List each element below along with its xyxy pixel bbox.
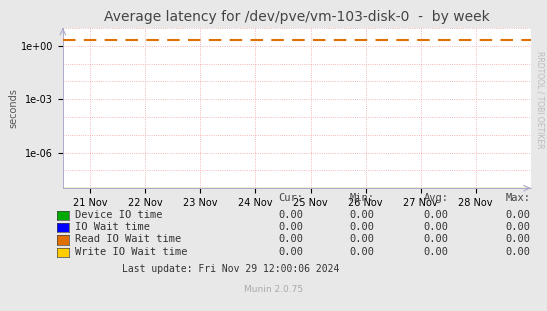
Text: RRDTOOL / TOBI OETIKER: RRDTOOL / TOBI OETIKER	[536, 51, 544, 148]
Text: 0.00: 0.00	[505, 222, 531, 232]
Text: 0.00: 0.00	[505, 247, 531, 257]
Text: IO Wait time: IO Wait time	[75, 222, 150, 232]
Text: Read IO Wait time: Read IO Wait time	[75, 234, 182, 244]
Text: Device IO time: Device IO time	[75, 210, 163, 220]
Text: 0.00: 0.00	[505, 210, 531, 220]
Text: Write IO Wait time: Write IO Wait time	[75, 247, 188, 257]
Text: Max:: Max:	[505, 193, 531, 202]
Text: Cur:: Cur:	[278, 193, 304, 202]
Text: 0.00: 0.00	[350, 247, 375, 257]
Text: 0.00: 0.00	[278, 222, 304, 232]
Text: 0.00: 0.00	[423, 210, 449, 220]
Text: 0.00: 0.00	[278, 247, 304, 257]
Text: 0.00: 0.00	[350, 234, 375, 244]
Text: Avg:: Avg:	[423, 193, 449, 202]
Text: 0.00: 0.00	[278, 234, 304, 244]
Text: 0.00: 0.00	[278, 210, 304, 220]
Text: 0.00: 0.00	[423, 234, 449, 244]
Text: Munin 2.0.75: Munin 2.0.75	[244, 285, 303, 294]
Y-axis label: seconds: seconds	[8, 88, 18, 128]
Text: 0.00: 0.00	[350, 222, 375, 232]
Text: 0.00: 0.00	[350, 210, 375, 220]
Text: 0.00: 0.00	[423, 247, 449, 257]
Text: Min:: Min:	[350, 193, 375, 202]
Text: 0.00: 0.00	[423, 222, 449, 232]
Text: 0.00: 0.00	[505, 234, 531, 244]
Text: Last update: Fri Nov 29 12:00:06 2024: Last update: Fri Nov 29 12:00:06 2024	[122, 264, 339, 274]
Title: Average latency for /dev/pve/vm-103-disk-0  -  by week: Average latency for /dev/pve/vm-103-disk…	[104, 10, 490, 24]
